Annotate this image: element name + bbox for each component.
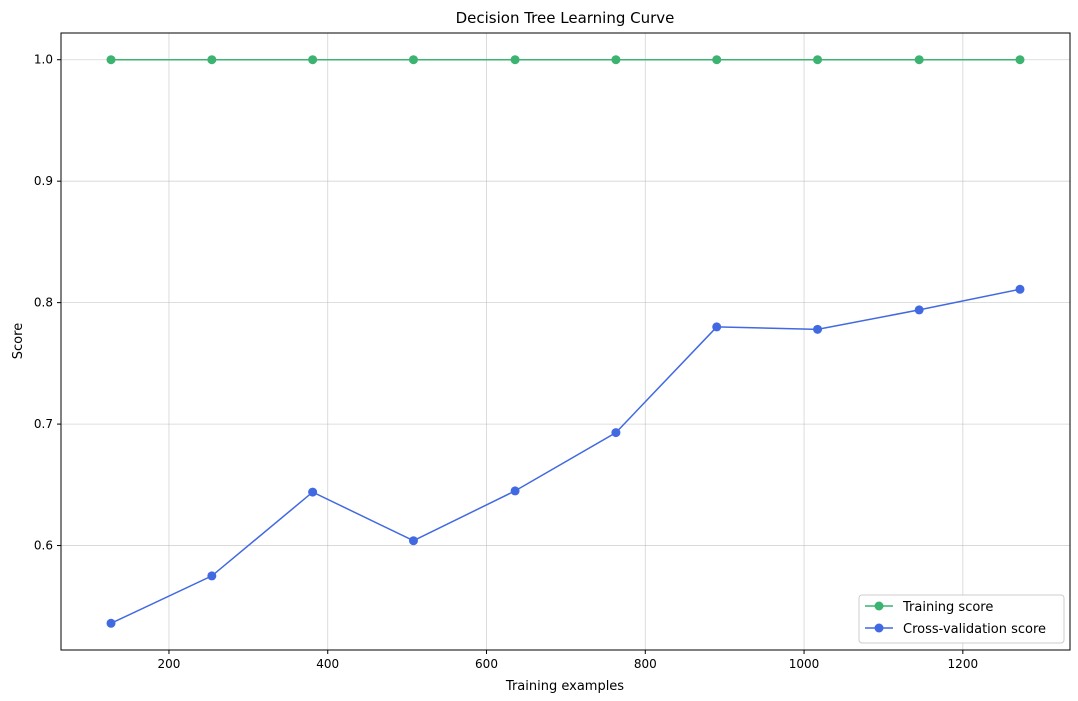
y-tick-label: 0.9	[34, 174, 53, 188]
data-point-0	[207, 55, 217, 65]
legend-marker-training	[874, 601, 884, 611]
data-point-0	[308, 55, 318, 65]
x-tick-label: 200	[158, 657, 181, 671]
data-point-0	[510, 55, 520, 65]
plot-area-frame	[60, 32, 1071, 651]
data-point-1	[813, 324, 823, 334]
x-tick-label: 1200	[948, 657, 979, 671]
series-line-1	[110, 288, 1021, 624]
grid-lines	[61, 33, 1070, 650]
data-point-1	[308, 487, 318, 497]
data-point-1	[611, 428, 621, 438]
y-tick-label: 1.0	[34, 53, 53, 67]
data-point-0	[1015, 55, 1025, 65]
legend-label-training: Training score	[902, 600, 993, 615]
legend: Training score Cross-validation score	[858, 594, 1065, 644]
legend-label-cv: Cross-validation score	[903, 622, 1046, 637]
data-point-0	[611, 55, 621, 65]
legend-box	[858, 594, 1065, 644]
y-axis-label: Score	[11, 323, 26, 359]
y-tick-label: 0.6	[34, 539, 53, 553]
legend-marker-cv	[874, 623, 884, 633]
data-point-1	[207, 571, 217, 581]
data-point-0	[813, 55, 823, 65]
x-axis-label: Training examples	[505, 679, 624, 694]
y-tick-label: 0.7	[34, 417, 53, 431]
series-layer	[106, 55, 1025, 628]
y-axis-ticks: 0.6 0.7 0.8 0.9 1.0	[34, 53, 61, 553]
data-point-0	[712, 55, 722, 65]
y-tick-label: 0.8	[34, 296, 53, 310]
x-axis-ticks: 200 400 600 800 1000 1200	[158, 650, 979, 671]
data-point-1	[914, 305, 924, 315]
data-point-0	[914, 55, 924, 65]
x-tick-label: 1000	[789, 657, 820, 671]
data-point-1	[1015, 284, 1025, 294]
data-point-1	[106, 618, 116, 628]
data-point-1	[510, 486, 520, 496]
x-tick-label: 800	[634, 657, 657, 671]
x-tick-label: 400	[316, 657, 339, 671]
chart-title: Decision Tree Learning Curve	[456, 9, 675, 27]
data-point-0	[106, 55, 116, 65]
data-point-0	[408, 55, 418, 65]
x-tick-label: 600	[475, 657, 498, 671]
data-point-1	[712, 322, 722, 332]
data-point-1	[408, 536, 418, 546]
